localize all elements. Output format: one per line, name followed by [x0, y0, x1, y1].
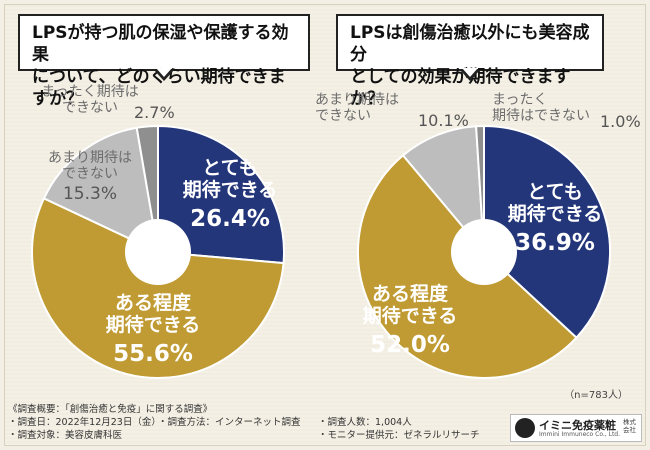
sample-size: （n=783人） — [564, 390, 628, 401]
chart2-value-not-at-all: 1.0% — [600, 112, 641, 131]
survey-footer: 《調査概要：「創傷治癒と免疫」に関する調査》 ・調査日：2022年12月23日（… — [8, 403, 508, 442]
logo-sub: 株式会社 — [623, 418, 636, 434]
survey-date: ・調査日：2022年12月23日（金） — [8, 417, 161, 428]
chart1-slice-very — [157, 124, 285, 265]
chart2-slice-not-much — [401, 125, 486, 255]
chart2-slice-very — [483, 124, 611, 340]
question-2-line-1: LPSは創傷治癒以外にも美容成分 — [350, 23, 590, 65]
logo-seal-icon — [515, 418, 535, 438]
question-1-box: LPSが持つ肌の保湿や保護する効果 について、どのくらい期待できますか？ — [18, 14, 310, 109]
survey-count: ・調査人数：1,004人 — [318, 417, 412, 428]
company-logo: イミニ免疫薬粧 Immini Immuneco Co., Ltd. 株式会社 — [510, 414, 642, 442]
chart1-label-not-at-all: まったく期待は できない — [41, 84, 139, 117]
chart2-label-somewhat: ある程度 期待できる 52.0% — [362, 283, 458, 358]
question-2-box: LPSは創傷治癒以外にも美容成分 としての効果が期待できますか？ — [336, 14, 604, 109]
chart1-label-very: とても 期待できる 26.4% — [182, 157, 278, 232]
chart1-slice-somewhat — [30, 197, 285, 379]
survey-method: ・調査方法：インターネット調査 — [158, 417, 301, 428]
chart2-label-not-at-all: まったく 期待はできない — [492, 92, 590, 125]
chart1-value-not-at-all: 2.7% — [134, 103, 175, 122]
chart1-label-somewhat: ある程度 期待できる 55.6% — [105, 292, 201, 367]
chart2-label-not-much: あまり期待は できない — [315, 92, 399, 125]
chart2-value-not-much: 10.1% — [418, 111, 469, 130]
survey-overview: 《調査概要：「創傷治癒と免疫」に関する調査》 — [8, 404, 213, 415]
chart1-slice-not-much — [42, 126, 160, 254]
question-1-line-1: LPSが持つ肌の保湿や保護する効果 — [32, 23, 289, 65]
survey-target: ・調査対象：美容皮膚科医 — [8, 430, 123, 441]
chart1-label-not-much: あまり期待は できない 15.3% — [48, 150, 132, 205]
chart2-label-very: とても 期待できる 36.9% — [507, 181, 603, 256]
logo-english: Immini Immuneco Co., Ltd. — [539, 431, 621, 438]
chart2-donut-hole — [451, 219, 517, 285]
chart1-donut-hole — [125, 219, 191, 285]
logo-name: イミニ免疫薬粧 — [539, 419, 616, 432]
survey-provider: ・モニター提供元：ゼネラルリサーチ — [318, 430, 480, 441]
